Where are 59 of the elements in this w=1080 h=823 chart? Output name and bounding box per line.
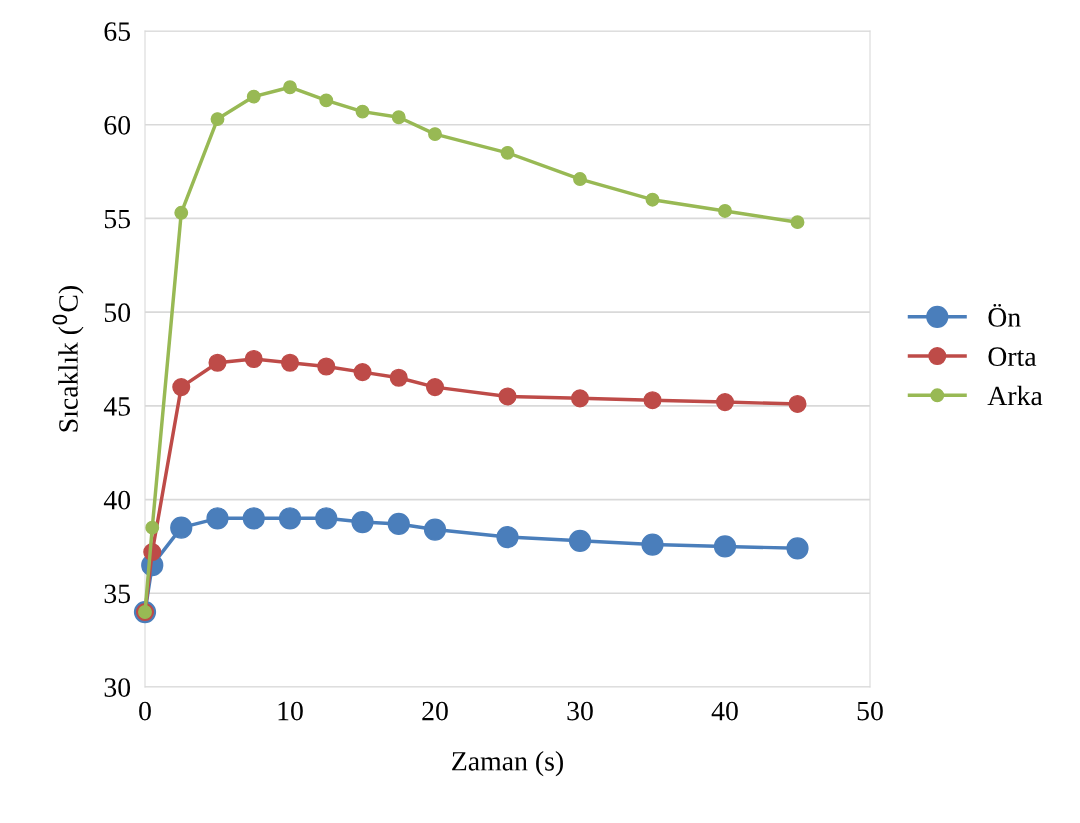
point xyxy=(208,353,227,372)
x-tick-label: 0 xyxy=(139,701,151,721)
y-tick-label: 30 xyxy=(104,678,131,697)
point xyxy=(353,363,372,382)
x-tick-label: 20 xyxy=(422,701,448,721)
point xyxy=(498,387,517,406)
point xyxy=(246,89,261,104)
point xyxy=(496,525,519,549)
point xyxy=(428,127,442,142)
point xyxy=(641,533,664,556)
point xyxy=(278,507,302,530)
y-tick-label: 50 xyxy=(104,303,131,323)
y-tick-label: 45 xyxy=(103,397,131,416)
y-tick-label: 40 xyxy=(103,490,131,510)
y-tick-label: 55 xyxy=(104,209,131,229)
point xyxy=(317,357,336,376)
point xyxy=(280,353,300,372)
point xyxy=(145,520,160,535)
x-axis-title: Zaman (s) xyxy=(452,751,563,777)
point xyxy=(170,516,193,539)
legend-label: Orta xyxy=(988,347,1037,367)
point xyxy=(391,110,406,125)
point xyxy=(315,507,338,530)
point xyxy=(718,203,732,218)
point xyxy=(568,529,592,552)
point xyxy=(244,349,263,369)
point xyxy=(425,378,445,397)
point xyxy=(573,172,587,187)
point xyxy=(786,537,809,560)
y-tick-label: 35 xyxy=(104,584,131,604)
legend-label: Arka xyxy=(987,385,1043,406)
x-tick-label: 40 xyxy=(711,701,738,721)
point xyxy=(790,215,805,230)
point xyxy=(242,507,265,530)
legend-label: Ön xyxy=(988,303,1021,327)
x-tick-label: 10 xyxy=(278,701,303,721)
point xyxy=(351,510,374,534)
point xyxy=(423,518,447,541)
y-tick-label: 60 xyxy=(104,115,131,135)
point xyxy=(500,145,515,160)
point xyxy=(210,112,225,127)
y-tick-label: 65 xyxy=(104,22,131,41)
x-tick-label: 50 xyxy=(857,701,883,721)
point xyxy=(570,389,590,408)
point xyxy=(172,378,191,397)
point xyxy=(715,393,735,412)
y-axis-title: Sıcaklık ($^{0}$C) xyxy=(52,286,84,432)
point xyxy=(713,535,737,558)
point xyxy=(174,205,189,220)
point xyxy=(206,507,229,530)
point xyxy=(355,104,370,119)
point xyxy=(283,80,297,95)
point xyxy=(389,368,408,387)
point xyxy=(645,192,660,207)
point xyxy=(788,394,807,414)
point xyxy=(319,93,334,108)
point xyxy=(643,391,662,410)
x-tick-label: 30 xyxy=(567,701,593,721)
point xyxy=(387,512,410,536)
